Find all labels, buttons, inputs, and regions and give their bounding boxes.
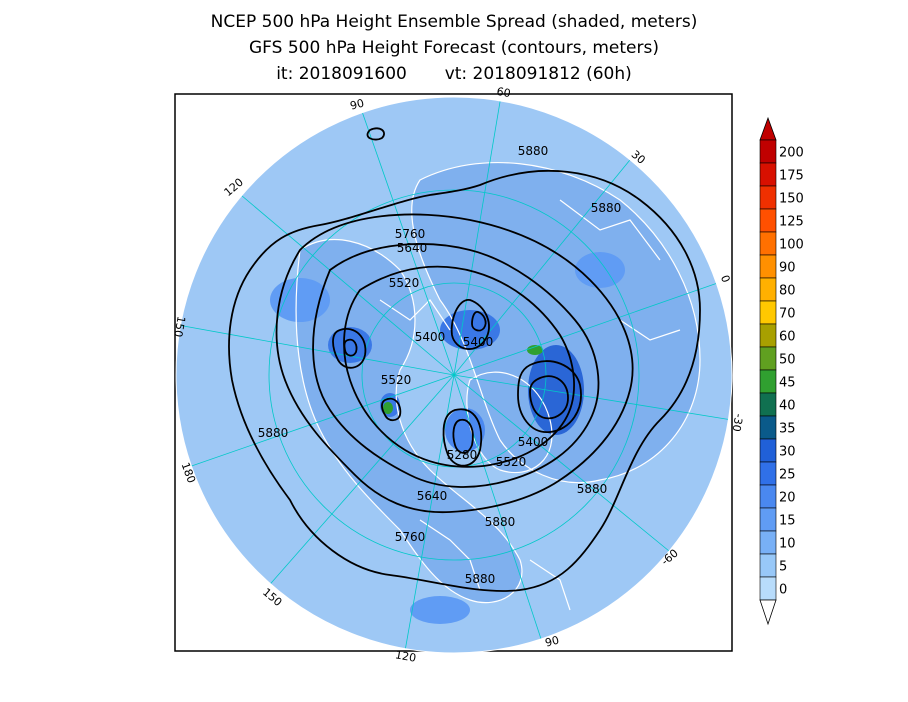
colorbar-label: 80 <box>779 284 796 299</box>
contour-label: 5880 <box>485 515 516 529</box>
colorbar-label: 175 <box>779 169 804 184</box>
contour-label: 5640 <box>397 241 428 255</box>
height-contours <box>228 127 701 592</box>
lon-label: 60 <box>496 85 512 100</box>
colorbar-swatch <box>759 576 777 601</box>
spread-patch <box>528 345 584 435</box>
colorbar-label: 45 <box>779 376 796 391</box>
contour-label: 5280 <box>447 448 478 462</box>
colorbar-label: 150 <box>779 192 804 207</box>
colorbar-swatch <box>759 530 777 555</box>
chart-time-info: it: 2018091600 vt: 2018091812 (60h) <box>276 64 632 84</box>
contour-label: 5520 <box>389 276 420 290</box>
lon-label: 120 <box>394 648 417 664</box>
lon-label: 0 <box>718 273 733 284</box>
colorbar-swatch <box>759 415 777 440</box>
spread-patch <box>270 278 330 322</box>
lon-label: 150 <box>171 315 187 338</box>
colorbar-label: 40 <box>779 399 796 414</box>
colorbar-min-arrow <box>759 599 777 626</box>
colorbar-label: 50 <box>779 353 796 368</box>
colorbar-swatch <box>759 162 777 187</box>
colorbar-swatch <box>759 369 777 394</box>
colorbar-swatch <box>759 346 777 371</box>
colorbar-swatch <box>759 484 777 509</box>
colorbar-swatch <box>759 461 777 486</box>
contour-label: 5880 <box>258 426 289 440</box>
colorbar-label: 15 <box>779 514 796 529</box>
colorbar-swatch <box>759 323 777 348</box>
coastlines <box>295 161 701 611</box>
colorbar-label: 0 <box>779 583 787 598</box>
colorbar-swatch <box>759 553 777 578</box>
colorbar-swatch <box>759 277 777 302</box>
contour-label: 5880 <box>591 201 622 215</box>
colorbar-label: 125 <box>779 215 804 230</box>
colorbar-label: 70 <box>779 307 796 322</box>
contour-label: 5520 <box>496 455 527 469</box>
contour-label: 5760 <box>395 227 426 241</box>
chart-title: NCEP 500 hPa Height Ensemble Spread (sha… <box>210 12 698 32</box>
colorbar-swatch <box>759 185 777 210</box>
spread-patch <box>410 596 470 624</box>
lon-label: 90 <box>544 634 561 650</box>
spread-patch <box>575 252 625 288</box>
spread-patch-high <box>527 345 543 355</box>
colorbar-swatch <box>759 231 777 256</box>
colorbar-label: 60 <box>779 330 796 345</box>
chart-subtitle: GFS 500 hPa Height Forecast (contours, m… <box>249 38 659 58</box>
longitude-labels: 60 30 0 -30 -60 90 120 150 180 150 120 9… <box>171 85 745 665</box>
colorbar-label: 200 <box>779 146 804 161</box>
colorbar-swatch <box>759 507 777 532</box>
colorbar-swatch <box>759 254 777 279</box>
contour-label: 5880 <box>518 144 549 158</box>
colorbar-swatch <box>759 438 777 463</box>
land-eurasia <box>411 162 700 483</box>
colorbar-max-arrow <box>759 116 777 141</box>
colorbar: 2001751501251009080706050454035302520151… <box>759 116 804 626</box>
spread-patch-high <box>383 402 393 414</box>
colorbar-label: 90 <box>779 261 796 276</box>
contour-label: 5760 <box>395 530 426 544</box>
contour-label: 5880 <box>577 482 608 496</box>
contour-label: 5400 <box>415 330 446 344</box>
contour-label: 5400 <box>463 335 494 349</box>
spread-shading <box>176 97 732 653</box>
colorbar-swatch <box>759 208 777 233</box>
colorbar-label: 5 <box>779 560 787 575</box>
contour-label-layer: 5880 5880 5760 5640 5520 5400 5400 5520 … <box>258 144 622 586</box>
colorbar-swatch <box>759 139 777 164</box>
colorbar-label: 10 <box>779 537 796 552</box>
contour-label: 5640 <box>417 489 448 503</box>
colorbar-label: 100 <box>779 238 804 253</box>
contour-label: 5880 <box>465 572 496 586</box>
map-boundary <box>175 96 733 654</box>
colorbar-label: 25 <box>779 468 796 483</box>
colorbar-swatch <box>759 392 777 417</box>
lon-label: -30 <box>729 413 745 433</box>
graticule <box>177 97 732 652</box>
lon-label: 90 <box>349 97 366 113</box>
colorbar-label: 20 <box>779 491 796 506</box>
colorbar-label: 35 <box>779 422 796 437</box>
contour-label: 5520 <box>381 373 412 387</box>
colorbar-swatch <box>759 300 777 325</box>
contour-label: 5400 <box>518 435 549 449</box>
colorbar-label: 30 <box>779 445 796 460</box>
spread-patch <box>445 408 485 452</box>
